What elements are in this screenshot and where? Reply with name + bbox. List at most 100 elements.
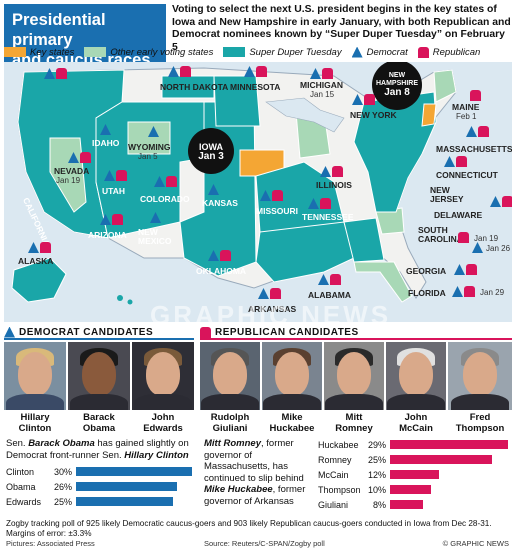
state-maine xyxy=(433,69,457,103)
intro-text: Voting to select the next U.S. president… xyxy=(172,4,511,53)
face xyxy=(82,352,116,396)
photo-giuliani xyxy=(200,342,260,410)
key-swatch xyxy=(4,47,26,57)
label-alabama: ALABAMA xyxy=(308,290,351,300)
poll-bar xyxy=(390,440,508,449)
label-kansas: KANSAS xyxy=(202,198,238,208)
photo-huckabee xyxy=(262,342,322,410)
clothing xyxy=(263,394,321,410)
icons-minnesota xyxy=(244,66,267,77)
label-wyoming: WYOMING xyxy=(128,142,171,152)
name-romney: Mitt Romney xyxy=(335,412,373,434)
republican-icon xyxy=(417,46,429,58)
republican-summary: Mitt Romney, former governor of Massachu… xyxy=(204,438,306,507)
island xyxy=(127,299,133,305)
state-wyoming xyxy=(127,121,171,155)
iowa-bubble: IOWA Jan 3 xyxy=(188,128,234,174)
democrat-icon xyxy=(452,286,463,297)
us-map: NORTH DAKOTA MINNESOTA MICHIGAN Jan 15 N… xyxy=(4,62,512,322)
clothing xyxy=(6,394,64,410)
state-alaska xyxy=(11,257,67,303)
icons-arizona xyxy=(100,214,123,225)
republican-icon xyxy=(112,214,123,225)
label-alaska: ALASKA xyxy=(18,256,54,266)
republican-icon xyxy=(364,94,375,105)
republican-icon xyxy=(180,66,191,77)
icons-illinois xyxy=(320,166,343,177)
poll-name: Thompson xyxy=(318,484,361,495)
democrat-icon xyxy=(150,212,161,223)
republican-icon xyxy=(322,68,333,79)
poll-row: Romney 25% xyxy=(318,454,386,465)
icons-missouri xyxy=(260,190,283,201)
democrat-icon xyxy=(454,264,465,275)
face xyxy=(213,352,247,396)
republican-icon xyxy=(470,90,481,101)
poll-name: Huckabee xyxy=(318,439,359,450)
us-map-shapes xyxy=(11,67,457,305)
democrat-icon xyxy=(68,152,79,163)
legend-key-states: Key states xyxy=(4,47,74,58)
democrat-icon xyxy=(100,124,111,135)
icons-georgia xyxy=(454,264,477,275)
clothing xyxy=(134,394,192,410)
poll-bar xyxy=(390,485,431,494)
source-credit: Source: Reuters/C-SPAN/Zogby poll xyxy=(204,539,325,548)
democrat-icon xyxy=(351,46,363,58)
republican-icon xyxy=(464,286,475,297)
poll-percent: 29% xyxy=(367,439,386,450)
republican-icon xyxy=(166,176,177,187)
label-arizona: ARIZONA xyxy=(88,230,127,240)
state-florida xyxy=(353,261,413,303)
new-hampshire-bubble: NEW HAMPSHIRE Jan 8 xyxy=(372,62,422,110)
island xyxy=(117,295,123,301)
icons-west-coast xyxy=(44,68,67,79)
democrat-icon xyxy=(444,156,455,167)
republican-icon xyxy=(56,68,67,79)
name-edwards: John Edwards xyxy=(143,412,183,434)
democrat-icon xyxy=(310,68,321,79)
poll-bar xyxy=(390,470,439,479)
label-delaware: DELAWARE xyxy=(434,210,483,220)
iowa-date: Jan 3 xyxy=(198,151,224,162)
label-arkansas: ARKANSAS xyxy=(248,304,297,314)
name-giuliani: Rudolph Giuliani xyxy=(210,412,250,434)
icons-tennessee xyxy=(308,198,331,209)
name-obama: Barack Obama xyxy=(82,412,116,434)
icons-new-mexico xyxy=(150,212,161,223)
date-florida: Jan 29 xyxy=(480,288,505,297)
poll-percent: 25% xyxy=(367,454,386,465)
democrat-icon xyxy=(28,242,39,253)
poll-percent: 10% xyxy=(367,484,386,495)
icons-new-york xyxy=(352,94,375,105)
republican-icon xyxy=(220,250,231,261)
photo-obama xyxy=(68,342,130,410)
republican-icon xyxy=(330,274,341,285)
clothing xyxy=(201,394,259,410)
poll-bar xyxy=(76,497,173,506)
label-south-carolina: SOUTH CAROLINA xyxy=(418,225,463,244)
republican-icon xyxy=(40,242,51,253)
icons-idaho xyxy=(100,124,111,135)
label-michigan: MICHIGAN xyxy=(300,80,343,90)
democrat-icon xyxy=(352,94,363,105)
poll-percent: 25% xyxy=(53,496,72,507)
icons-colorado xyxy=(154,176,177,187)
region-plains-super xyxy=(179,101,257,277)
democrat-icon xyxy=(244,66,255,77)
name-thompson: Fred Thompson xyxy=(455,412,505,434)
face xyxy=(399,352,433,396)
republican-rule xyxy=(200,338,512,340)
photo-thompson xyxy=(448,342,512,410)
icons-wyoming xyxy=(148,126,159,137)
icons-nevada xyxy=(68,152,91,163)
democrat-icon xyxy=(490,196,501,207)
democrat-icon xyxy=(100,214,111,225)
icons-delaware xyxy=(490,196,512,207)
poll-name: Romney xyxy=(318,454,352,465)
date-sc-dem: Jan 26 xyxy=(486,244,511,253)
poll-bar xyxy=(390,500,423,509)
date-sc-rep: Jan 19 xyxy=(474,234,499,243)
legend: Key states Other early voting states Sup… xyxy=(4,44,512,60)
face xyxy=(18,352,52,396)
